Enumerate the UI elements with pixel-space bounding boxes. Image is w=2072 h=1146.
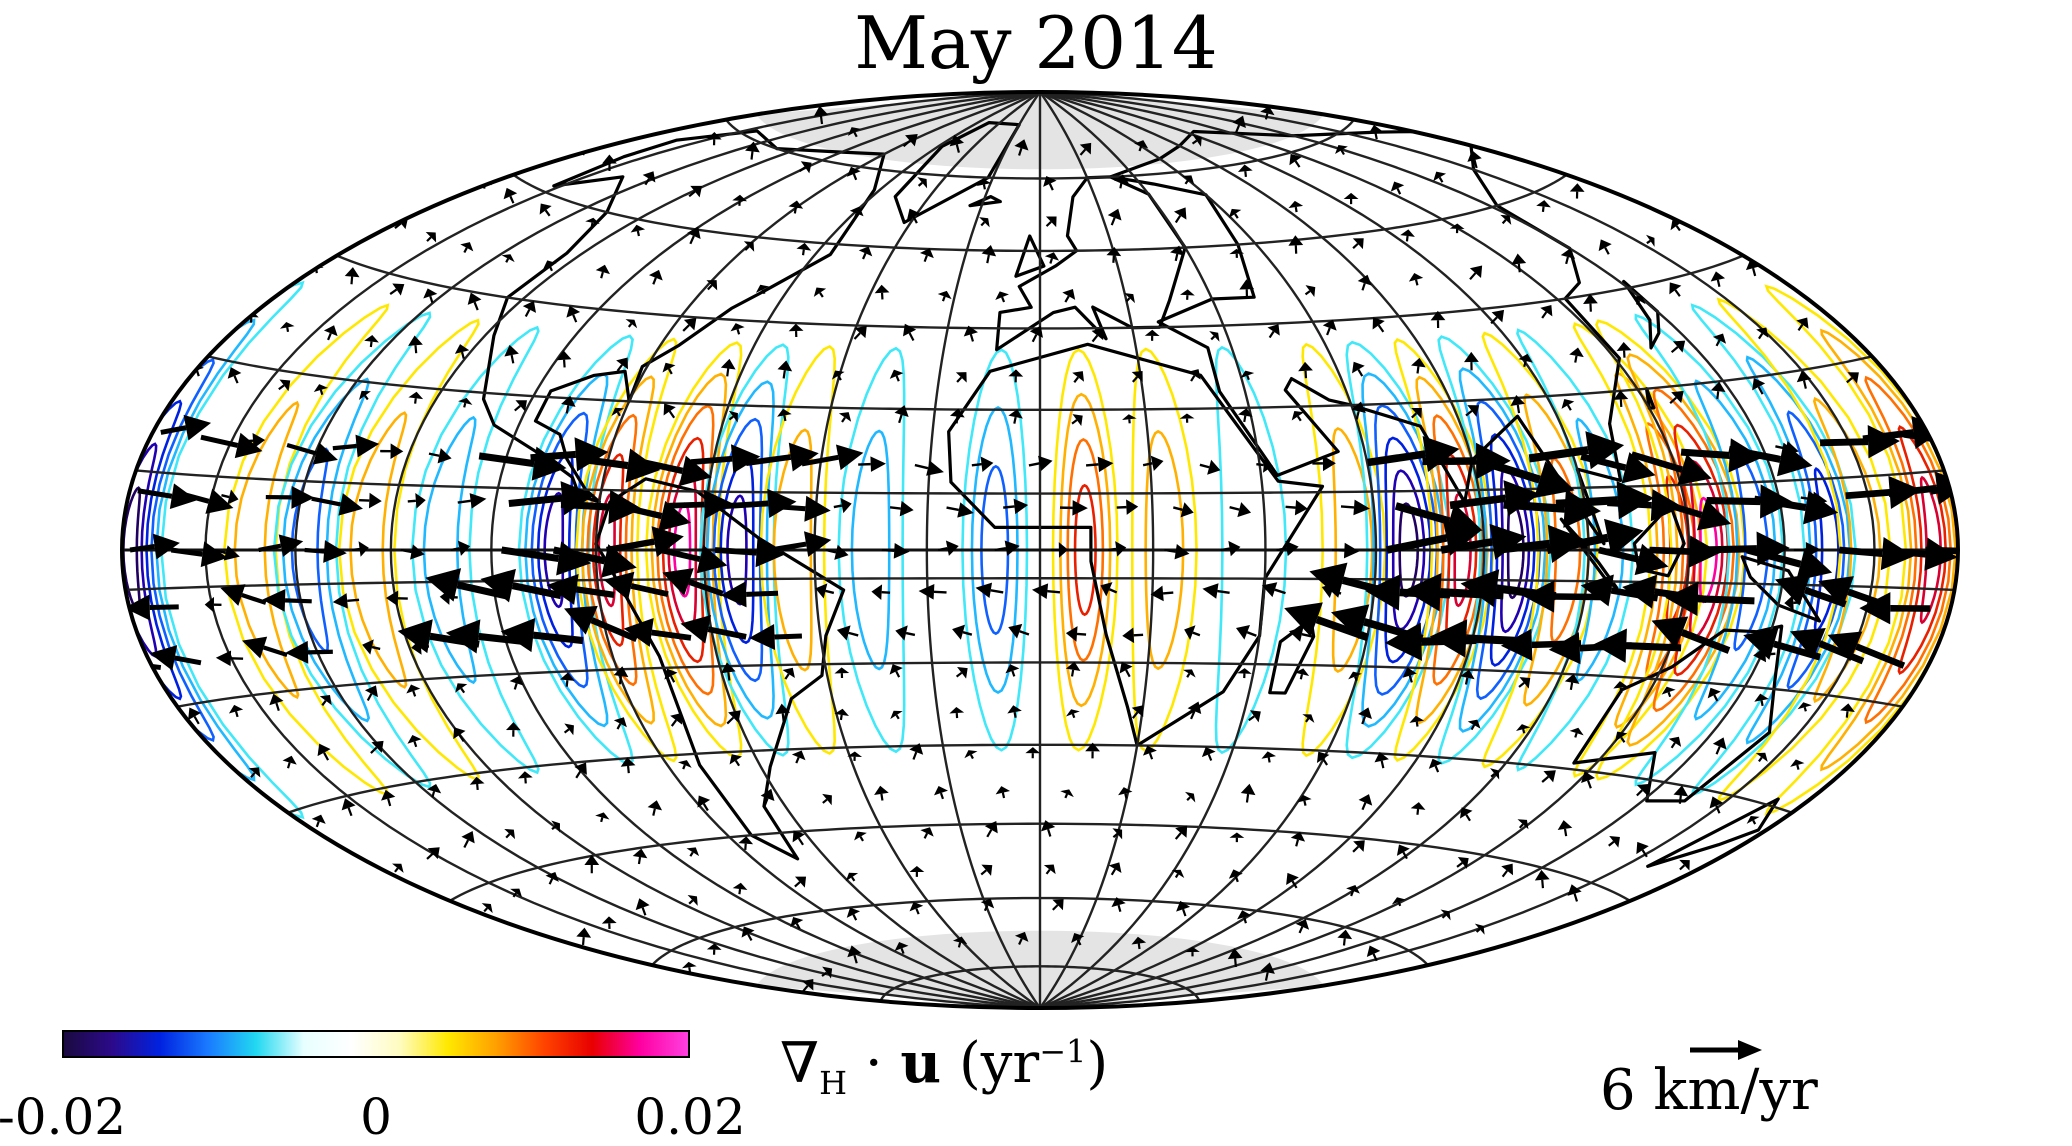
scale-arrow-label: 6 km/yr bbox=[1600, 1058, 1818, 1123]
colorbar bbox=[62, 1030, 690, 1058]
colorbar-label: ∇H · u (yr−1) bbox=[780, 1030, 1108, 1102]
colorbar-min-label: -0.02 bbox=[0, 1088, 126, 1146]
colorbar-max-label: 0.02 bbox=[634, 1088, 745, 1146]
scale-arrow-icon bbox=[1690, 1040, 1762, 1060]
colorbar-mid-label: 0 bbox=[360, 1088, 392, 1146]
map-title: May 2014 bbox=[0, 0, 2072, 86]
